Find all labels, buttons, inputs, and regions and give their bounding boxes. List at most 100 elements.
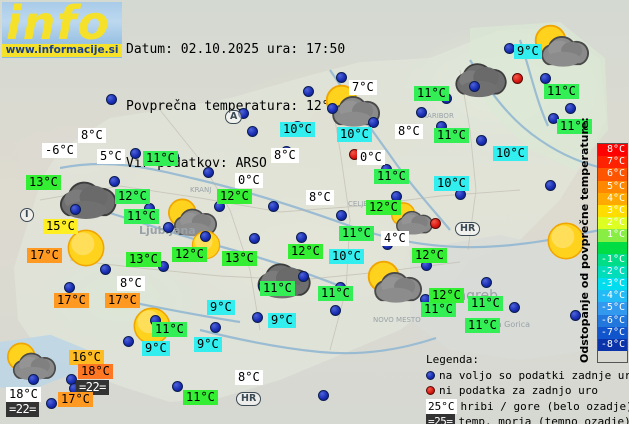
logo-wordmark: info — [6, 2, 111, 50]
scale-step: -8°C — [598, 339, 627, 352]
temperature-label: 11°C — [143, 151, 178, 166]
scale-step: -2°C — [598, 265, 627, 279]
station-dot-available[interactable] — [296, 232, 307, 243]
site-logo[interactable]: info www.informacije.si — [2, 2, 122, 58]
scale-step: 5°C — [598, 180, 627, 193]
header-average-temperature: Povprečna temperatura: 12°C — [126, 99, 338, 114]
legend-item-label: ni podatka za zadnjo uro — [439, 384, 598, 397]
legend: Legenda: na voljo so podatki zadnje ure n… — [426, 352, 629, 424]
station-dot-available[interactable] — [545, 180, 556, 191]
mountain-temperature-label: 7°C — [349, 80, 377, 95]
temperature-label: 11°C — [544, 84, 579, 99]
station-dot-available[interactable] — [565, 103, 576, 114]
station-dot-available[interactable] — [570, 310, 581, 321]
temperature-label: 10°C — [280, 122, 315, 137]
temperature-label: 11°C — [260, 281, 295, 296]
mountain-temperature-label: 8°C — [306, 190, 334, 205]
station-dot-available[interactable] — [540, 73, 551, 84]
temperature-label: 11°C — [339, 226, 374, 241]
station-dot-available[interactable] — [368, 117, 379, 128]
scale-step — [598, 241, 627, 254]
country-tag: HR — [455, 222, 481, 236]
station-dot-available[interactable] — [330, 305, 341, 316]
station-dot-available[interactable] — [476, 135, 487, 146]
station-dot-available[interactable] — [46, 398, 57, 409]
temperature-label: 9°C — [194, 337, 222, 352]
mountain-temperature-label: 8°C — [117, 276, 145, 291]
station-dot-available[interactable] — [336, 72, 347, 83]
station-dot-available[interactable] — [106, 94, 117, 105]
station-dot-available[interactable] — [249, 233, 260, 244]
station-dot-available[interactable] — [481, 277, 492, 288]
temperature-label: 11°C — [465, 318, 500, 333]
mountain-temperature-label: 0°C — [357, 150, 385, 165]
scale-step: 8°C — [598, 144, 627, 157]
temperature-label: 13°C — [26, 175, 61, 190]
mountain-temperature-label: 8°C — [78, 128, 106, 143]
temperature-label: 12°C — [412, 248, 447, 263]
scale-step: -5°C — [598, 302, 627, 315]
station-dot-unavailable[interactable] — [430, 218, 441, 229]
station-dot-available[interactable] — [163, 222, 174, 233]
sea-temperature-label: =22= — [6, 402, 39, 417]
city-label: MARIBOR — [421, 112, 454, 120]
temperature-label: 10°C — [337, 127, 372, 142]
legend-item: na voljo so podatki zadnje ure — [426, 368, 629, 384]
mountain-temperature-label: 4°C — [381, 231, 409, 246]
mountain-temperature-label: 5°C — [97, 149, 125, 164]
legend-available-dot-icon — [426, 370, 435, 380]
station-dot-available[interactable] — [416, 107, 427, 118]
station-dot-available[interactable] — [268, 201, 279, 212]
scale-step: -4°C — [598, 290, 627, 303]
city-label: Velika Gorica — [478, 320, 531, 329]
scale-title: Odstopanje od povprečne temperature: — [578, 117, 591, 363]
station-dot-available[interactable] — [469, 81, 480, 92]
station-dot-available[interactable] — [298, 271, 309, 282]
station-dot-available[interactable] — [100, 264, 111, 275]
mountain-temperature-label: 0°C — [235, 173, 263, 188]
country-tag: I — [20, 208, 34, 222]
station-dot-available[interactable] — [336, 210, 347, 221]
country-tag: HR — [236, 392, 262, 406]
station-dot-available[interactable] — [247, 126, 258, 137]
station-dot-available[interactable] — [172, 381, 183, 392]
temperature-label: 10°C — [434, 176, 469, 191]
station-dot-available[interactable] — [130, 148, 141, 159]
legend-unavailable-dot-icon — [426, 386, 435, 395]
temperature-label: 11°C — [468, 296, 503, 311]
station-dot-available[interactable] — [509, 302, 520, 313]
station-dot-available[interactable] — [548, 113, 559, 124]
temperature-label: 9°C — [142, 341, 170, 356]
legend-item: 25°C hribi / gore (belo ozadje) — [426, 398, 629, 414]
station-dot-available[interactable] — [64, 282, 75, 293]
temperature-label: 11°C — [557, 119, 592, 134]
scale-step: 6°C — [598, 168, 627, 181]
temperature-label: 12°C — [429, 288, 464, 303]
station-dot-available[interactable] — [318, 390, 329, 401]
station-dot-available[interactable] — [109, 176, 120, 187]
legend-item-label: hribi / gore (belo ozadje) — [460, 399, 629, 413]
station-dot-available[interactable] — [303, 86, 314, 97]
scale-step: -6°C — [598, 314, 627, 327]
station-dot-available[interactable] — [210, 322, 221, 333]
temperature-label: 18°C — [78, 364, 113, 379]
station-dot-available[interactable] — [28, 374, 39, 385]
station-dot-available[interactable] — [123, 336, 134, 347]
station-dot-available[interactable] — [70, 204, 81, 215]
temperature-label: 10°C — [329, 249, 364, 264]
station-dot-available[interactable] — [203, 167, 214, 178]
station-dot-available[interactable] — [327, 103, 338, 114]
temperature-label: 13°C — [126, 252, 161, 267]
temperature-label: 11°C — [183, 390, 218, 405]
scale-step: 1°C — [598, 229, 627, 242]
legend-item: ni podatka za zadnjo uro — [426, 383, 629, 399]
partly-sunny-icon — [0, 340, 56, 385]
header-date-time: Datum: 02.10.2025 ura: 17:50 — [126, 42, 346, 57]
temperature-label: 17°C — [58, 392, 93, 407]
sunny-icon — [540, 215, 592, 267]
temperature-label: 11°C — [374, 169, 409, 184]
station-dot-unavailable[interactable] — [512, 73, 523, 84]
station-dot-available[interactable] — [200, 231, 211, 242]
station-dot-available[interactable] — [252, 312, 263, 323]
